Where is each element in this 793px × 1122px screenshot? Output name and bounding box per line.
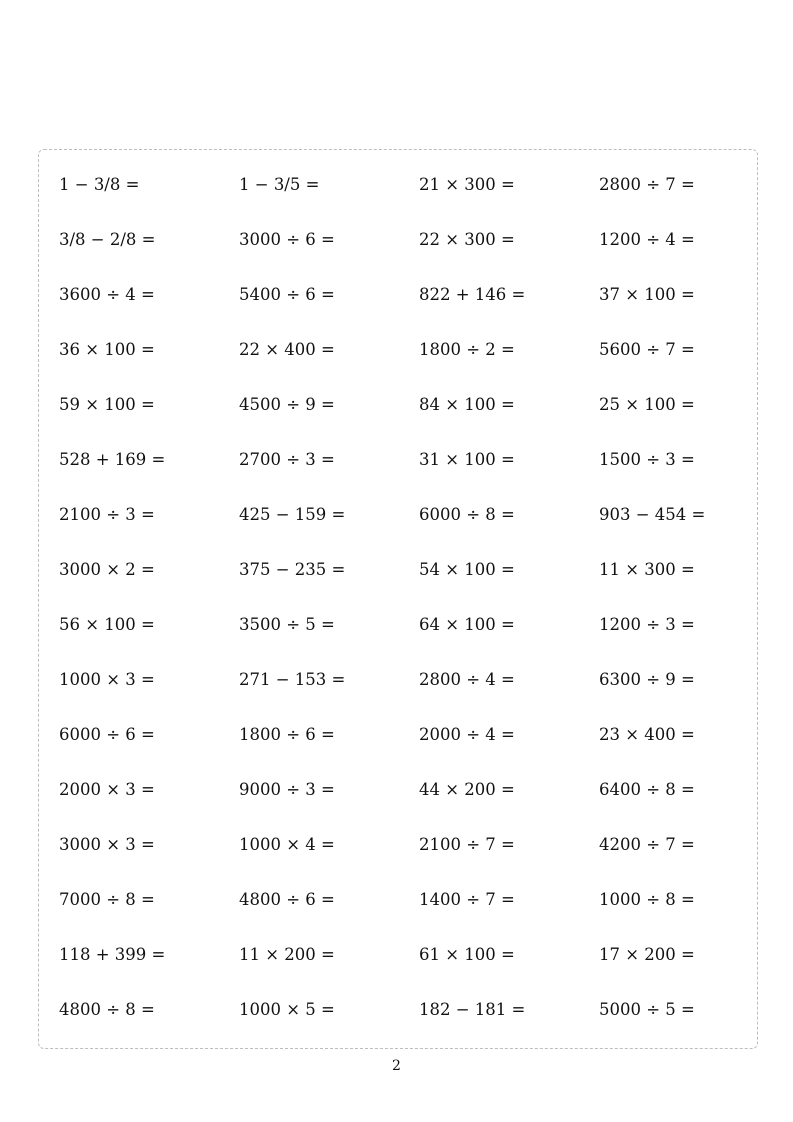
arithmetic-problem: 1 − 3/5 = — [239, 174, 320, 194]
arithmetic-problem: 2800 ÷ 4 = — [419, 669, 515, 689]
worksheet-box: 1 − 3/8 = 1 − 3/5 = 21 × 300 = 2800 ÷ 7 = 3/… — [38, 149, 758, 1049]
arithmetic-problem: 2100 ÷ 7 = — [419, 834, 515, 854]
arithmetic-problem: 36 × 100 = — [59, 339, 155, 359]
arithmetic-problem: 22 × 300 = — [419, 229, 515, 249]
arithmetic-problem: 25 × 100 = — [599, 394, 695, 414]
arithmetic-problem: 3/8 − 2/8 = — [59, 229, 156, 249]
arithmetic-problem: 84 × 100 = — [419, 394, 515, 414]
arithmetic-problem: 11 × 200 = — [239, 944, 335, 964]
arithmetic-problem: 1500 ÷ 3 = — [599, 449, 695, 469]
arithmetic-problem: 528 + 169 = — [59, 449, 166, 469]
arithmetic-problem: 44 × 200 = — [419, 779, 515, 799]
arithmetic-problem: 59 × 100 = — [59, 394, 155, 414]
arithmetic-problem: 3000 ÷ 6 = — [239, 229, 335, 249]
arithmetic-problem: 425 − 159 = — [239, 504, 346, 524]
arithmetic-problem: 1200 ÷ 4 = — [599, 229, 695, 249]
arithmetic-problem: 1000 × 5 = — [239, 999, 335, 1019]
arithmetic-problem: 1800 ÷ 6 = — [239, 724, 335, 744]
arithmetic-problem: 1400 ÷ 7 = — [419, 889, 515, 909]
arithmetic-problem: 1800 ÷ 2 = — [419, 339, 515, 359]
arithmetic-problem: 182 − 181 = — [419, 999, 526, 1019]
arithmetic-problem: 1000 × 3 = — [59, 669, 155, 689]
arithmetic-problem: 1200 ÷ 3 = — [599, 614, 695, 634]
arithmetic-problem: 64 × 100 = — [419, 614, 515, 634]
arithmetic-problem: 5000 ÷ 5 = — [599, 999, 695, 1019]
arithmetic-problem: 31 × 100 = — [419, 449, 515, 469]
arithmetic-problem: 118 + 399 = — [59, 944, 166, 964]
arithmetic-problem: 6400 ÷ 8 = — [599, 779, 695, 799]
arithmetic-problem: 3000 × 2 = — [59, 559, 155, 579]
arithmetic-problem: 61 × 100 = — [419, 944, 515, 964]
arithmetic-problem: 1000 ÷ 8 = — [599, 889, 695, 909]
arithmetic-problem: 7000 ÷ 8 = — [59, 889, 155, 909]
arithmetic-problem: 6300 ÷ 9 = — [599, 669, 695, 689]
arithmetic-problem: 1 − 3/8 = — [59, 174, 140, 194]
arithmetic-problem: 17 × 200 = — [599, 944, 695, 964]
arithmetic-problem: 4200 ÷ 7 = — [599, 834, 695, 854]
arithmetic-problem: 2000 × 3 = — [59, 779, 155, 799]
arithmetic-problem: 2700 ÷ 3 = — [239, 449, 335, 469]
arithmetic-problem: 22 × 400 = — [239, 339, 335, 359]
arithmetic-problem: 21 × 300 = — [419, 174, 515, 194]
arithmetic-problem: 4800 ÷ 6 = — [239, 889, 335, 909]
arithmetic-problem: 271 − 153 = — [239, 669, 346, 689]
arithmetic-problem: 4500 ÷ 9 = — [239, 394, 335, 414]
arithmetic-problem: 5400 ÷ 6 = — [239, 284, 335, 304]
page-number: 2 — [392, 1058, 401, 1074]
arithmetic-problem: 37 × 100 = — [599, 284, 695, 304]
arithmetic-problem: 9000 ÷ 3 = — [239, 779, 335, 799]
arithmetic-problem: 4800 ÷ 8 = — [59, 999, 155, 1019]
arithmetic-problem: 23 × 400 = — [599, 724, 695, 744]
arithmetic-problem: 2000 ÷ 4 = — [419, 724, 515, 744]
arithmetic-problem: 3600 ÷ 4 = — [59, 284, 155, 304]
arithmetic-problem: 2800 ÷ 7 = — [599, 174, 695, 194]
arithmetic-problem: 11 × 300 = — [599, 559, 695, 579]
arithmetic-problem: 1000 × 4 = — [239, 834, 335, 854]
arithmetic-problem: 54 × 100 = — [419, 559, 515, 579]
arithmetic-problem: 375 − 235 = — [239, 559, 346, 579]
arithmetic-problem: 3000 × 3 = — [59, 834, 155, 854]
arithmetic-problem: 5600 ÷ 7 = — [599, 339, 695, 359]
arithmetic-problem: 822 + 146 = — [419, 284, 526, 304]
arithmetic-problem: 56 × 100 = — [59, 614, 155, 634]
arithmetic-problem: 6000 ÷ 6 = — [59, 724, 155, 744]
arithmetic-problem: 2100 ÷ 3 = — [59, 504, 155, 524]
arithmetic-problem: 6000 ÷ 8 = — [419, 504, 515, 524]
arithmetic-problem: 903 − 454 = — [599, 504, 706, 524]
arithmetic-problem: 3500 ÷ 5 = — [239, 614, 335, 634]
